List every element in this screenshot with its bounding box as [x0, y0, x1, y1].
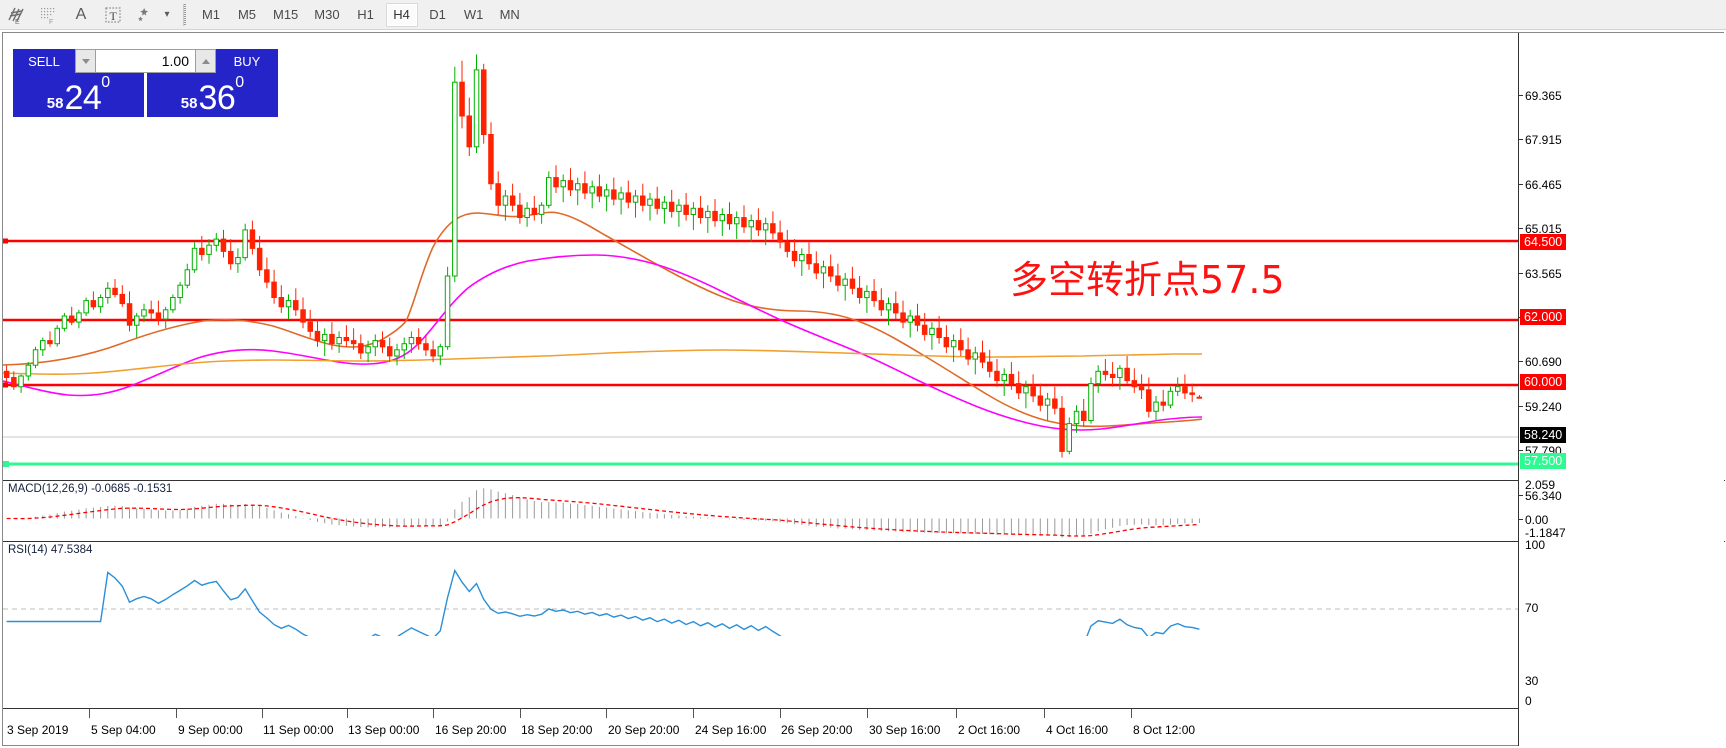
- oct-top-row: SELL 1.00 BUY: [13, 49, 278, 73]
- buy-price-pips: 36: [198, 79, 236, 117]
- moving-average-lines: [3, 211, 1203, 431]
- chart-toolbar: E F A: [0, 0, 1726, 30]
- volume-increment-icon[interactable]: [195, 49, 216, 73]
- rsi-tick: 30: [1525, 674, 1539, 688]
- level-tag-resistance-64500[interactable]: 64.500: [1520, 234, 1567, 250]
- svg-text:T: T: [110, 9, 118, 23]
- chart-annotation-text[interactable]: 多空转折点57.5: [1010, 258, 1285, 302]
- macd-label: MACD(12,26,9) -0.0685 -0.1531: [8, 483, 173, 495]
- sell-price-display[interactable]: 58 24 0: [13, 73, 144, 117]
- chart-area[interactable]: UKOil-,H4 58.260 58.330 58.230 58.240: [2, 32, 1725, 746]
- timeframe-h1[interactable]: H1: [357, 7, 374, 22]
- time-label: 9 Sep 00:00: [178, 723, 243, 737]
- time-label: 18 Sep 20:00: [521, 723, 593, 737]
- time-label: 20 Sep 20:00: [608, 723, 680, 737]
- time-label: 8 Oct 12:00: [1133, 723, 1196, 737]
- level-tag-resistance-62000[interactable]: 62.000: [1520, 309, 1567, 325]
- time-label: 26 Sep 20:00: [781, 723, 853, 737]
- buy-price-integer: 58: [180, 95, 198, 112]
- time-scale[interactable]: 3 Sep 2019 5 Sep 04:00 9 Sep 00:00 11 Se…: [3, 709, 1518, 745]
- price-plot[interactable]: [3, 33, 1518, 479]
- one-click-trading-panel[interactable]: SELL 1.00 BUY 58 24 0 58 36 0: [13, 49, 278, 117]
- timeframe-m15[interactable]: M15: [273, 7, 299, 22]
- sell-button[interactable]: SELL: [13, 49, 75, 73]
- volume-decrement-icon[interactable]: [75, 49, 96, 73]
- svg-text:E: E: [15, 19, 20, 25]
- time-label: 2 Oct 16:00: [958, 723, 1021, 737]
- grid-icon[interactable]: F: [34, 2, 64, 28]
- rsi-tick: 0: [1525, 694, 1532, 708]
- time-label: 5 Sep 04:00: [91, 723, 156, 737]
- sell-price-integer: 58: [46, 95, 64, 112]
- horizontal-levels: [3, 238, 1518, 467]
- rsi-label: RSI(14) 47.5384: [8, 544, 93, 556]
- templates-dropdown-caret-icon[interactable]: ▾: [160, 2, 174, 28]
- price-tick: 65.015: [1519, 223, 1562, 235]
- templates-icon[interactable]: [130, 2, 160, 28]
- text-box-icon[interactable]: T: [98, 2, 128, 28]
- price-tick: 63.565: [1519, 268, 1562, 280]
- candlestick-series: [3, 54, 1203, 458]
- price-tick: 56.340: [1519, 490, 1562, 502]
- timeframe-mn[interactable]: MN: [499, 7, 520, 22]
- level-tag-current-price[interactable]: 58.240: [1520, 427, 1567, 443]
- rsi-pane-bottom-border: [3, 708, 1518, 709]
- oct-price-row: 58 24 0 58 36 0: [13, 73, 278, 117]
- timeframe-d1[interactable]: D1: [429, 7, 446, 22]
- indicators-icon[interactable]: E: [2, 2, 32, 28]
- caret-glyph: ▾: [164, 9, 170, 20]
- rsi-series-svg: [3, 568, 1518, 636]
- timeframe-w1[interactable]: W1: [463, 7, 484, 22]
- buy-button[interactable]: BUY: [216, 49, 278, 73]
- time-label: 4 Oct 16:00: [1046, 723, 1109, 737]
- rsi-line: [6, 568, 1200, 636]
- time-label: 11 Sep 00:00: [263, 723, 334, 737]
- macd-pane[interactable]: MACD(12,26,9) -0.0685 -0.1531: [3, 480, 1725, 540]
- price-tick: 60.690: [1519, 356, 1562, 368]
- macd-series-svg: [6, 488, 1200, 538]
- svg-text:F: F: [49, 19, 53, 25]
- time-label: 24 Sep 16:00: [695, 723, 767, 737]
- rsi-tick: 100: [1525, 538, 1546, 552]
- rsi-plot[interactable]: [3, 542, 1518, 636]
- sell-price-fraction: 0: [101, 74, 111, 91]
- volume-stepper[interactable]: 1.00: [75, 49, 216, 73]
- level-tag-support-57500[interactable]: 57.500: [1520, 453, 1567, 469]
- buy-price-display[interactable]: 58 36 0: [147, 73, 278, 117]
- price-tick: 59.240: [1519, 401, 1562, 413]
- rsi-pane[interactable]: RSI(14) 47.5384: [3, 541, 1725, 636]
- volume-input[interactable]: 1.00: [96, 49, 195, 73]
- macd-plot[interactable]: [3, 481, 1518, 540]
- macd-tick: -1.1847: [1525, 526, 1566, 540]
- text-label-icon[interactable]: A: [66, 2, 96, 28]
- macd-tick: 0.00: [1519, 514, 1548, 526]
- price-series-svg: [3, 54, 1518, 467]
- timeframe-m5[interactable]: M5: [237, 7, 257, 22]
- text-label-glyph: A: [75, 5, 87, 23]
- timeframe-m1[interactable]: M1: [201, 7, 221, 22]
- timeframe-h4[interactable]: H4: [385, 2, 418, 27]
- time-label: 3 Sep 2019: [7, 723, 69, 737]
- price-tick: 69.365: [1519, 90, 1562, 102]
- sell-price-pips: 24: [64, 79, 102, 117]
- timeframe-m30[interactable]: M30: [314, 7, 340, 22]
- price-tick: 67.915: [1519, 134, 1562, 146]
- price-scale[interactable]: 69.365 67.915 66.465 65.015 63.565 62.11…: [1518, 33, 1724, 746]
- price-tick: 66.465: [1519, 179, 1562, 191]
- level-tag-resistance-60000[interactable]: 60.000: [1520, 374, 1567, 390]
- rsi-tick: 70: [1525, 601, 1539, 615]
- toolbar-separator: [183, 3, 186, 26]
- price-pane[interactable]: [3, 33, 1725, 479]
- buy-price-fraction: 0: [235, 74, 245, 91]
- time-label: 30 Sep 16:00: [869, 723, 941, 737]
- macd-tick: 2.059: [1525, 478, 1556, 492]
- time-label: 13 Sep 00:00: [348, 723, 420, 737]
- time-label: 16 Sep 20:00: [435, 723, 507, 737]
